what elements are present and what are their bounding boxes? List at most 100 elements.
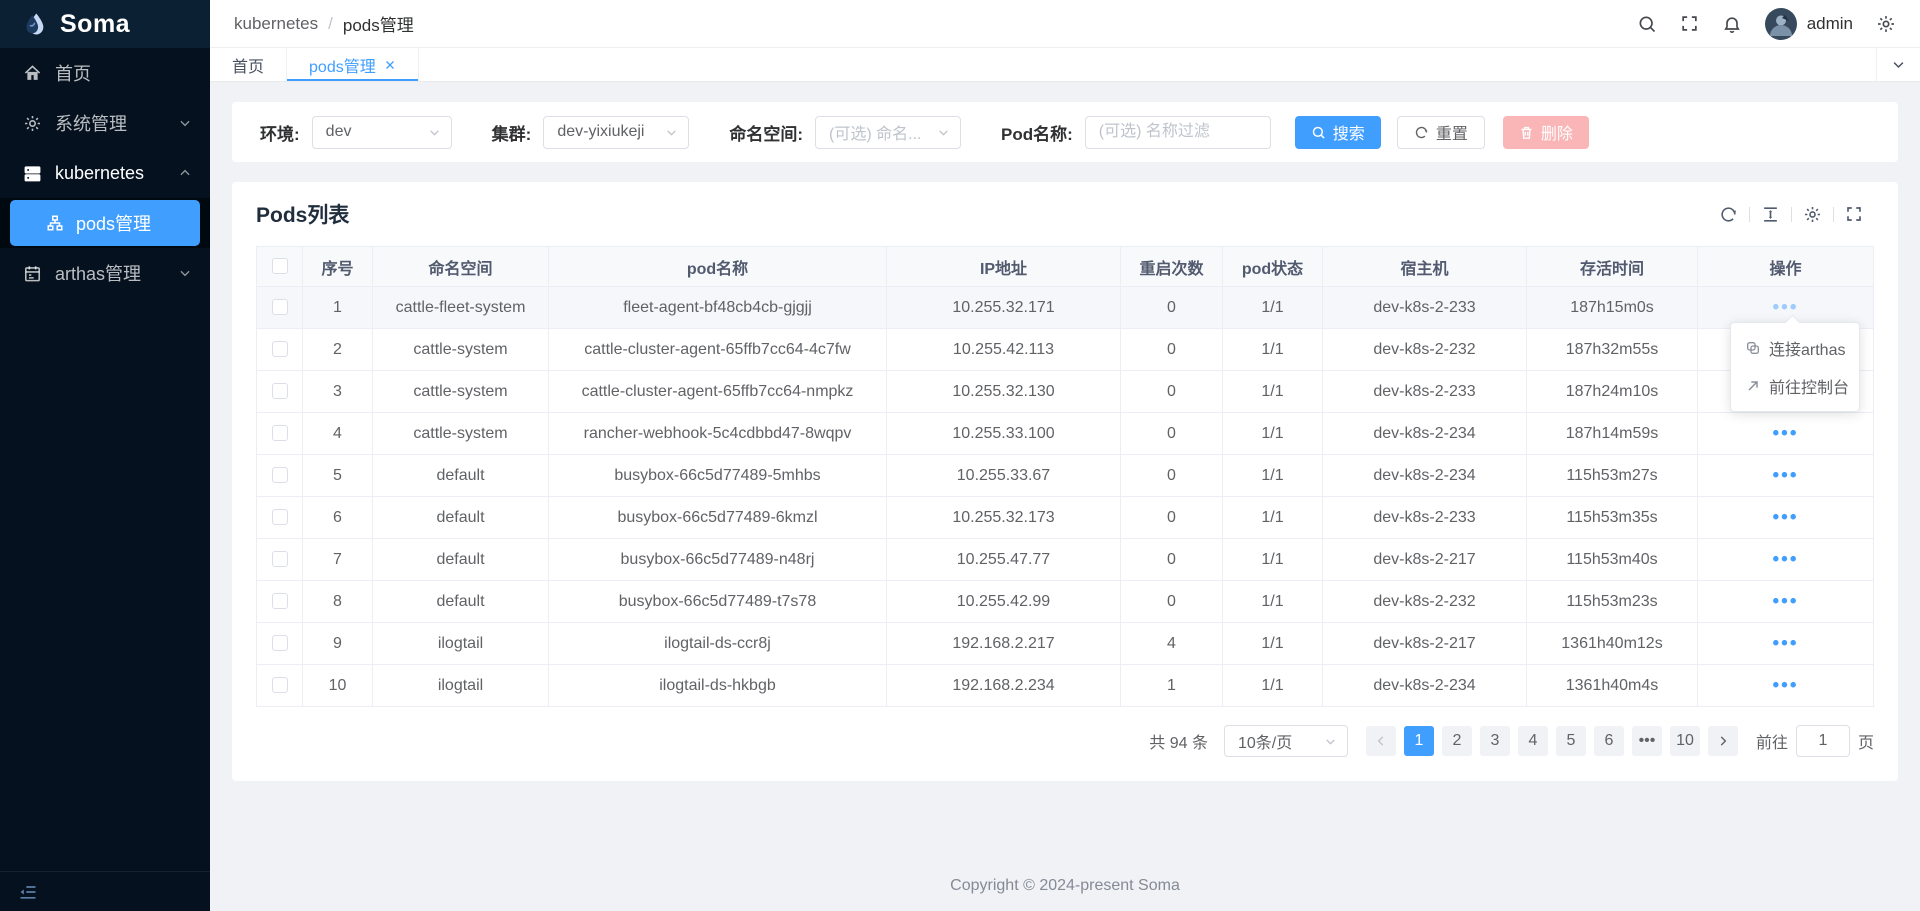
row-checkbox[interactable] <box>271 509 288 526</box>
env-select-value: dev <box>325 123 352 140</box>
tab-options-button[interactable] <box>1876 48 1920 81</box>
cluster-label: 集群: <box>491 124 532 144</box>
table-cell: busybox-66c5d77489-6kmzl <box>548 496 887 539</box>
table-cell: 10.255.47.77 <box>886 538 1121 581</box>
page-button[interactable]: 3 <box>1479 726 1510 756</box>
search-button[interactable]: 搜索 <box>1294 115 1381 149</box>
table-cell: 0 <box>1120 496 1223 539</box>
row-checkbox[interactable] <box>271 677 288 694</box>
row-checkbox[interactable] <box>271 635 288 652</box>
table-cell: 115h53m40s <box>1526 538 1698 581</box>
page-button[interactable]: 4 <box>1517 726 1548 756</box>
more-pages-button[interactable]: ••• <box>1631 726 1662 756</box>
table-row: 7 default busybox-66c5d77489-n48rj 10.255.4… <box>256 538 1874 581</box>
prev-page-button[interactable] <box>1365 726 1396 756</box>
app-logo[interactable]: Soma <box>0 0 210 48</box>
row-actions-ellipsis-button[interactable]: ••• <box>1772 464 1799 486</box>
row-actions-ellipsis-button[interactable]: ••• <box>1772 632 1799 654</box>
table-cell: dev-k8s-2-234 <box>1322 664 1527 707</box>
search-icon[interactable] <box>1637 14 1657 34</box>
table-cell: 115h53m35s <box>1526 496 1698 539</box>
env-label: 环境: <box>260 124 300 144</box>
row-checkbox[interactable] <box>271 467 288 484</box>
row-actions-ellipsis-button[interactable]: ••• <box>1772 590 1799 612</box>
env-select[interactable]: dev <box>311 115 452 149</box>
menu-item-connect-arthas[interactable]: 连接arthas <box>1731 329 1859 367</box>
tab-home[interactable]: 首页 <box>210 48 288 81</box>
sidebar-item-system[interactable]: 系统管理 <box>0 98 210 148</box>
pod-name-input[interactable] <box>1084 115 1271 149</box>
page-button[interactable]: 10 <box>1669 726 1700 756</box>
page-buttons: 1 2 3 4 5 6 ••• 10 <box>1403 726 1700 756</box>
table-cell: 1/1 <box>1222 328 1323 371</box>
sidebar-item-pods[interactable]: pods管理 <box>10 200 200 246</box>
row-actions-ellipsis-button[interactable]: ••• <box>1772 548 1799 570</box>
table-cell: 10.255.42.113 <box>886 328 1121 371</box>
table-cell: 192.168.2.217 <box>886 622 1121 665</box>
breadcrumb-kubernetes[interactable]: kubernetes <box>234 13 319 33</box>
page-button[interactable]: 1 <box>1403 726 1434 756</box>
namespace-select[interactable]: (可选) 命名... <box>815 115 962 149</box>
next-page-button[interactable] <box>1707 726 1738 756</box>
gear-icon[interactable] <box>1876 14 1896 34</box>
cluster-select-value: dev-yixiukeji <box>557 123 645 140</box>
row-density-icon[interactable] <box>1750 205 1791 224</box>
sidebar-item-kubernetes[interactable]: kubernetes <box>0 148 210 198</box>
row-actions-ellipsis-button[interactable]: ••• <box>1772 674 1799 696</box>
chevron-down-icon <box>428 126 441 139</box>
page-button[interactable]: 6 <box>1593 726 1624 756</box>
row-actions-ellipsis-button[interactable]: ••• <box>1772 296 1799 318</box>
kubernetes-submenu: pods管理 <box>0 198 210 248</box>
table-cell: 10.255.42.99 <box>886 580 1121 623</box>
pods-table-card: Pods列表 <box>232 182 1898 781</box>
calendar-icon <box>23 264 42 283</box>
table-cell: 1 <box>1120 664 1223 707</box>
column-settings-icon[interactable] <box>1792 205 1833 224</box>
copyright: Copyright © 2024-present Soma <box>950 877 1180 894</box>
cluster-select[interactable]: dev-yixiukeji <box>543 115 690 149</box>
row-checkbox[interactable] <box>271 425 288 442</box>
row-checkbox-cell <box>256 412 303 455</box>
table-cell: 115h53m27s <box>1526 454 1698 497</box>
tab-pods[interactable]: pods管理 <box>287 48 419 81</box>
row-checkbox[interactable] <box>271 341 288 358</box>
collapse-sidebar-icon[interactable] <box>18 882 38 902</box>
bell-icon[interactable] <box>1722 14 1742 34</box>
fullscreen-icon[interactable] <box>1680 14 1699 33</box>
delete-button[interactable]: 删除 <box>1502 115 1589 149</box>
goto-page-input[interactable] <box>1795 725 1850 757</box>
table-cell: 192.168.2.234 <box>886 664 1121 707</box>
sidebar-item-home[interactable]: 首页 <box>0 48 210 98</box>
page-button[interactable]: 5 <box>1555 726 1586 756</box>
reset-button[interactable]: 重置 <box>1396 115 1485 149</box>
table-fullscreen-icon[interactable] <box>1834 205 1874 223</box>
table-cell: default <box>372 538 549 581</box>
table-cell: dev-k8s-2-234 <box>1322 454 1527 497</box>
table-cell: 10.255.32.171 <box>886 286 1121 329</box>
tab-bar: 首页 pods管理 <box>210 48 1920 82</box>
menu-item-go-console[interactable]: 前往控制台 <box>1731 367 1859 405</box>
row-actions-ellipsis-button[interactable]: ••• <box>1772 506 1799 528</box>
sidebar-item-label: arthas管理 <box>55 264 142 284</box>
table-cell: ilogtail-ds-ccr8j <box>548 622 887 665</box>
chevron-down-icon <box>1891 57 1906 72</box>
row-checkbox[interactable] <box>271 593 288 610</box>
close-tab-icon[interactable] <box>384 59 396 71</box>
select-all-checkbox-cell <box>256 246 303 287</box>
select-all-checkbox[interactable] <box>271 258 288 275</box>
row-checkbox-cell <box>256 538 303 581</box>
table-cell: 1361h40m4s <box>1526 664 1698 707</box>
row-checkbox[interactable] <box>271 299 288 316</box>
row-actions-ellipsis-button[interactable]: ••• <box>1772 422 1799 444</box>
row-checkbox[interactable] <box>271 383 288 400</box>
table-cell: dev-k8s-2-217 <box>1322 538 1527 581</box>
page-button[interactable]: 2 <box>1441 726 1472 756</box>
page-size-select[interactable]: 10条/页 <box>1223 725 1348 757</box>
table-cell: cattle-system <box>372 328 549 371</box>
user-menu[interactable]: admin <box>1764 7 1853 40</box>
table-cell: fleet-agent-bf48cb4cb-gjgjj <box>548 286 887 329</box>
row-checkbox[interactable] <box>271 551 288 568</box>
refresh-icon[interactable] <box>1708 205 1749 224</box>
top-bar: kubernetes / pods管理 admin <box>210 0 1920 48</box>
sidebar-item-arthas[interactable]: arthas管理 <box>0 248 210 298</box>
